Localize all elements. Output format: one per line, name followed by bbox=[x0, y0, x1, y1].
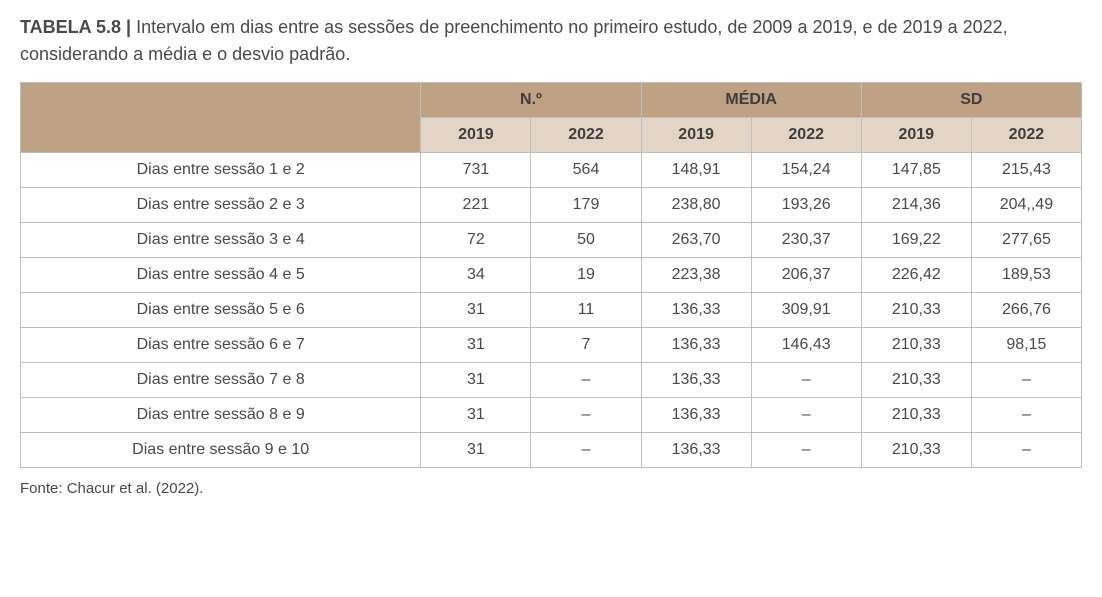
data-table: N.º MÉDIA SD 2019 2022 2019 2022 2019 20… bbox=[20, 82, 1082, 468]
cell-media-2022: 193,26 bbox=[751, 188, 861, 223]
cell-n-2019: 221 bbox=[421, 188, 531, 223]
row-label: Dias entre sessão 9 e 10 bbox=[21, 433, 421, 468]
cell-n-2019: 731 bbox=[421, 153, 531, 188]
header-year-n-2019: 2019 bbox=[421, 118, 531, 153]
cell-media-2022: 146,43 bbox=[751, 328, 861, 363]
table-row: Dias entre sessão 8 e 931–136,33–210,33– bbox=[21, 398, 1082, 433]
cell-sd-2022: – bbox=[971, 363, 1081, 398]
header-group-sd: SD bbox=[861, 83, 1081, 118]
cell-sd-2019: 169,22 bbox=[861, 223, 971, 258]
cell-sd-2019: 214,36 bbox=[861, 188, 971, 223]
cell-media-2019: 136,33 bbox=[641, 433, 751, 468]
cell-sd-2019: 210,33 bbox=[861, 398, 971, 433]
header-year-sd-2019: 2019 bbox=[861, 118, 971, 153]
cell-media-2022: – bbox=[751, 433, 861, 468]
cell-n-2022: – bbox=[531, 398, 641, 433]
header-group-n: N.º bbox=[421, 83, 641, 118]
table-row: Dias entre sessão 4 e 53419223,38206,372… bbox=[21, 258, 1082, 293]
cell-media-2019: 148,91 bbox=[641, 153, 751, 188]
row-label: Dias entre sessão 6 e 7 bbox=[21, 328, 421, 363]
cell-sd-2022: – bbox=[971, 433, 1081, 468]
cell-sd-2022: – bbox=[971, 398, 1081, 433]
table-row: Dias entre sessão 6 e 7317136,33146,4321… bbox=[21, 328, 1082, 363]
row-label: Dias entre sessão 7 e 8 bbox=[21, 363, 421, 398]
cell-n-2022: 7 bbox=[531, 328, 641, 363]
cell-n-2022: 50 bbox=[531, 223, 641, 258]
cell-sd-2019: 210,33 bbox=[861, 328, 971, 363]
cell-media-2019: 238,80 bbox=[641, 188, 751, 223]
cell-sd-2019: 226,42 bbox=[861, 258, 971, 293]
cell-media-2019: 136,33 bbox=[641, 328, 751, 363]
cell-media-2019: 263,70 bbox=[641, 223, 751, 258]
cell-sd-2022: 204,,49 bbox=[971, 188, 1081, 223]
cell-sd-2019: 210,33 bbox=[861, 293, 971, 328]
cell-n-2019: 72 bbox=[421, 223, 531, 258]
table-row: Dias entre sessão 5 e 63111136,33309,912… bbox=[21, 293, 1082, 328]
cell-n-2022: 179 bbox=[531, 188, 641, 223]
cell-n-2019: 31 bbox=[421, 363, 531, 398]
cell-n-2019: 31 bbox=[421, 328, 531, 363]
header-year-media-2019: 2019 bbox=[641, 118, 751, 153]
cell-n-2019: 31 bbox=[421, 398, 531, 433]
table-caption-text: Intervalo em dias entre as sessões de pr… bbox=[20, 17, 1008, 64]
table-row: Dias entre sessão 1 e 2731564148,91154,2… bbox=[21, 153, 1082, 188]
cell-sd-2022: 98,15 bbox=[971, 328, 1081, 363]
cell-n-2022: 11 bbox=[531, 293, 641, 328]
row-label: Dias entre sessão 4 e 5 bbox=[21, 258, 421, 293]
table-source: Fonte: Chacur et al. (2022). bbox=[20, 480, 1082, 497]
cell-media-2022: 309,91 bbox=[751, 293, 861, 328]
cell-media-2022: 154,24 bbox=[751, 153, 861, 188]
cell-media-2019: 136,33 bbox=[641, 398, 751, 433]
cell-media-2019: 136,33 bbox=[641, 363, 751, 398]
table-row: Dias entre sessão 7 e 831–136,33–210,33– bbox=[21, 363, 1082, 398]
cell-media-2022: – bbox=[751, 363, 861, 398]
cell-n-2022: 19 bbox=[531, 258, 641, 293]
header-empty-cell bbox=[21, 83, 421, 153]
row-label: Dias entre sessão 2 e 3 bbox=[21, 188, 421, 223]
cell-sd-2022: 189,53 bbox=[971, 258, 1081, 293]
cell-sd-2019: 210,33 bbox=[861, 433, 971, 468]
table-row: Dias entre sessão 2 e 3221179238,80193,2… bbox=[21, 188, 1082, 223]
header-year-sd-2022: 2022 bbox=[971, 118, 1081, 153]
cell-sd-2022: 277,65 bbox=[971, 223, 1081, 258]
cell-sd-2022: 215,43 bbox=[971, 153, 1081, 188]
table-row: Dias entre sessão 9 e 1031–136,33–210,33… bbox=[21, 433, 1082, 468]
row-label: Dias entre sessão 8 e 9 bbox=[21, 398, 421, 433]
cell-n-2019: 31 bbox=[421, 433, 531, 468]
cell-n-2019: 31 bbox=[421, 293, 531, 328]
cell-media-2022: – bbox=[751, 398, 861, 433]
cell-sd-2019: 210,33 bbox=[861, 363, 971, 398]
header-group-media: MÉDIA bbox=[641, 83, 861, 118]
cell-n-2022: 564 bbox=[531, 153, 641, 188]
cell-n-2019: 34 bbox=[421, 258, 531, 293]
cell-sd-2022: 266,76 bbox=[971, 293, 1081, 328]
row-label: Dias entre sessão 1 e 2 bbox=[21, 153, 421, 188]
table-body: Dias entre sessão 1 e 2731564148,91154,2… bbox=[21, 153, 1082, 468]
cell-n-2022: – bbox=[531, 363, 641, 398]
header-year-media-2022: 2022 bbox=[751, 118, 861, 153]
cell-media-2022: 230,37 bbox=[751, 223, 861, 258]
table-title: TABELA 5.8 | Intervalo em dias entre as … bbox=[20, 14, 1082, 68]
cell-media-2022: 206,37 bbox=[751, 258, 861, 293]
table-number-label: TABELA 5.8 | bbox=[20, 17, 136, 37]
cell-sd-2019: 147,85 bbox=[861, 153, 971, 188]
row-label: Dias entre sessão 5 e 6 bbox=[21, 293, 421, 328]
table-row: Dias entre sessão 3 e 47250263,70230,371… bbox=[21, 223, 1082, 258]
row-label: Dias entre sessão 3 e 4 bbox=[21, 223, 421, 258]
header-year-n-2022: 2022 bbox=[531, 118, 641, 153]
cell-n-2022: – bbox=[531, 433, 641, 468]
cell-media-2019: 136,33 bbox=[641, 293, 751, 328]
header-row-groups: N.º MÉDIA SD bbox=[21, 83, 1082, 118]
cell-media-2019: 223,38 bbox=[641, 258, 751, 293]
